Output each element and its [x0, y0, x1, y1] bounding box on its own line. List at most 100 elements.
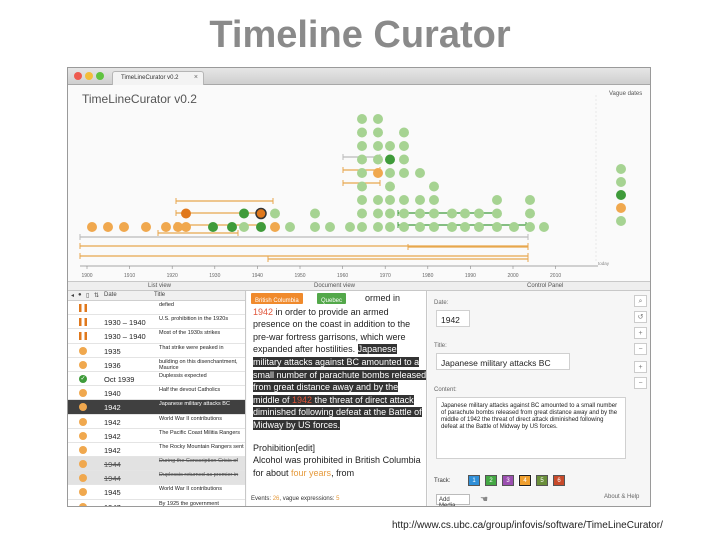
- list-row[interactable]: 1945 World War II contributions: [68, 485, 245, 500]
- event-dot[interactable]: [255, 207, 267, 220]
- list-row[interactable]: defied: [68, 301, 245, 316]
- date-field[interactable]: 1942: [436, 310, 470, 327]
- list-row[interactable]: 1944 Duplessis returned as premier in: [68, 471, 245, 486]
- sort-icon[interactable]: ⇅: [94, 293, 100, 299]
- event-status-icon[interactable]: [79, 389, 87, 398]
- track-button-4[interactable]: 4: [518, 474, 532, 487]
- event-status-icon[interactable]: [79, 403, 87, 412]
- tag-quebec[interactable]: Quebec: [317, 293, 347, 304]
- event-dot[interactable]: [357, 208, 367, 219]
- doc-year-1942[interactable]: 1942: [253, 306, 274, 317]
- approved-event-icon[interactable]: ✓: [79, 374, 87, 383]
- event-dot[interactable]: [181, 222, 191, 232]
- track-button-2[interactable]: 2: [485, 475, 497, 486]
- title-field[interactable]: Japanese military attacks BC: [436, 353, 570, 370]
- event-dot[interactable]: [415, 222, 425, 232]
- event-status-icon[interactable]: [79, 460, 87, 469]
- minimize-window-button[interactable]: [85, 72, 93, 80]
- select-all-icon[interactable]: ◂: [71, 293, 75, 299]
- event-dot[interactable]: [357, 114, 367, 124]
- event-dot[interactable]: [460, 222, 470, 232]
- event-status-icon[interactable]: [79, 360, 87, 369]
- list-row[interactable]: 1936 building on this disenchantment, Mau…: [68, 358, 245, 372]
- track-button-1[interactable]: 1: [468, 475, 480, 486]
- event-dot[interactable]: [285, 222, 295, 232]
- vague-event-dot[interactable]: [616, 216, 626, 226]
- event-dot[interactable]: [357, 168, 367, 178]
- event-dot[interactable]: [474, 208, 484, 219]
- event-dot[interactable]: [525, 208, 535, 219]
- range-event-icon[interactable]: [79, 332, 87, 341]
- event-dot[interactable]: [415, 208, 425, 219]
- event-dot[interactable]: [181, 208, 191, 219]
- event-dot[interactable]: [385, 141, 395, 151]
- event-status-icon[interactable]: [79, 488, 87, 497]
- event-dot[interactable]: [399, 208, 409, 219]
- event-dot[interactable]: [345, 222, 355, 232]
- event-dot[interactable]: [492, 195, 502, 205]
- event-dot[interactable]: [239, 222, 249, 232]
- event-dot[interactable]: [325, 222, 335, 232]
- doc-vague-expression[interactable]: four years: [291, 467, 332, 478]
- event-dot[interactable]: [239, 208, 249, 219]
- event-dot[interactable]: [310, 208, 320, 219]
- event-dot[interactable]: [492, 222, 502, 232]
- content-field[interactable]: Japanese military attacks against BC amo…: [436, 397, 626, 459]
- event-dot[interactable]: [429, 222, 439, 232]
- event-status-icon[interactable]: [79, 474, 87, 483]
- list-row[interactable]: 1944 During the Conscription Crisis of: [68, 457, 245, 472]
- event-dot[interactable]: [492, 208, 502, 219]
- event-status-icon[interactable]: [79, 445, 87, 454]
- vague-event-dot[interactable]: [616, 177, 626, 187]
- event-dot[interactable]: [357, 127, 367, 138]
- event-dot[interactable]: [373, 195, 383, 205]
- event-dot[interactable]: [399, 195, 409, 205]
- event-status-icon[interactable]: [79, 431, 87, 440]
- zoom-in-icon[interactable]: +: [634, 327, 647, 339]
- tab-close-icon[interactable]: ×: [193, 74, 198, 81]
- event-dot[interactable]: [385, 222, 395, 232]
- event-dot[interactable]: [357, 141, 367, 151]
- event-dot[interactable]: [270, 222, 280, 232]
- tag-british-columbia[interactable]: British Columbia: [251, 293, 303, 304]
- event-status-icon[interactable]: [79, 417, 87, 426]
- event-dot[interactable]: [399, 154, 409, 165]
- event-dot[interactable]: [357, 154, 367, 165]
- range-event-icon[interactable]: [79, 318, 87, 327]
- event-dot[interactable]: [357, 195, 367, 205]
- search-icon[interactable]: ⌕: [634, 295, 647, 307]
- timeline-chart[interactable]: 1900 1910 1920 1930 1940 1950 1960 1970 1980 1990…: [68, 85, 651, 281]
- event-dot[interactable]: [509, 222, 519, 232]
- list-row[interactable]: 1942 Japanese military attacks BC: [68, 400, 245, 415]
- event-dot[interactable]: [447, 222, 457, 232]
- event-dot[interactable]: [399, 168, 409, 178]
- range-event-icon[interactable]: [79, 304, 87, 312]
- vague-event-dot[interactable]: [616, 164, 626, 174]
- event-dot[interactable]: [429, 195, 439, 205]
- list-row[interactable]: 1930 – 1940 U.S. prohibition in the 1920s: [68, 315, 245, 330]
- event-dot[interactable]: [385, 154, 395, 165]
- title-column-header[interactable]: Title: [154, 292, 166, 298]
- list-row[interactable]: 1947 By 1925 the government: [68, 500, 245, 506]
- list-row[interactable]: 1942 World War II contributions: [68, 415, 245, 429]
- event-dot[interactable]: [357, 181, 367, 192]
- track-button-3[interactable]: 3: [502, 475, 514, 486]
- event-dot[interactable]: [373, 154, 383, 165]
- add-icon[interactable]: +: [634, 361, 647, 373]
- list-row[interactable]: 1940 Half the devout Catholics: [68, 386, 245, 401]
- event-dot[interactable]: [208, 222, 218, 232]
- event-dot[interactable]: [87, 222, 97, 232]
- vague-event-dot[interactable]: [616, 203, 626, 213]
- event-dot[interactable]: [141, 222, 151, 232]
- event-dot[interactable]: [385, 195, 395, 205]
- add-media-button[interactable]: Add Media: [436, 494, 470, 506]
- remove-icon[interactable]: −: [634, 377, 647, 389]
- trash-icon[interactable]: ▯: [86, 293, 90, 299]
- event-dot[interactable]: [385, 208, 395, 219]
- event-dot[interactable]: [447, 208, 457, 219]
- zoom-out-icon[interactable]: −: [634, 343, 647, 355]
- event-dot[interactable]: [227, 222, 237, 232]
- event-dot[interactable]: [415, 195, 425, 205]
- event-dot[interactable]: [119, 222, 129, 232]
- event-status-icon[interactable]: [79, 346, 87, 355]
